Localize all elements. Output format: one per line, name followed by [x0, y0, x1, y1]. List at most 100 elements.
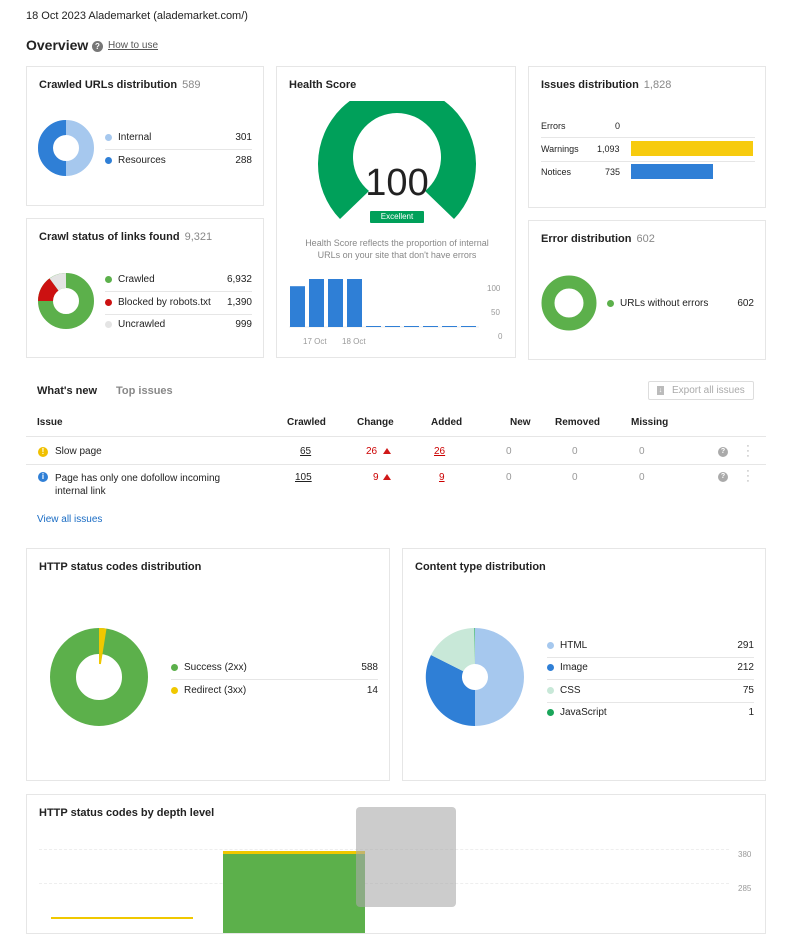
health-history-bar[interactable] [423, 326, 438, 327]
health-history-bar[interactable] [328, 279, 343, 327]
col-missing[interactable]: Missing [631, 417, 669, 428]
content-type-pie [425, 627, 524, 727]
col-removed[interactable]: Removed [555, 417, 601, 428]
health-score-value: 100 [365, 162, 429, 204]
missing-value: 0 [639, 446, 645, 457]
view-all-issues-link[interactable]: View all issues [37, 514, 103, 525]
legend-css: CSS 75 [547, 685, 754, 696]
health-history-bar[interactable] [404, 326, 419, 327]
success-dot [171, 664, 178, 671]
urls-without-errors-dot [607, 300, 614, 307]
crawl-status-card: Crawl status of links found 9,321 Crawled… [26, 218, 264, 358]
removed-value: 0 [572, 446, 578, 457]
added-link[interactable]: 26 [434, 446, 446, 457]
added-link[interactable]: 9 [439, 472, 445, 483]
depth-ytick-285: 285 [738, 884, 752, 893]
help-icon[interactable]: ? [718, 472, 728, 482]
change-value: 9 [373, 472, 379, 483]
errors-value: 0 [615, 121, 621, 131]
depth-bar-success [223, 854, 365, 933]
crawled-link[interactable]: 105 [295, 472, 312, 483]
scroll-overlay-handle[interactable] [356, 807, 456, 907]
issue-one-dofollow-link[interactable]: Page has only one dofollow incoming inter… [55, 473, 221, 497]
internal-dot [105, 134, 112, 141]
legend-urls-without-errors: URLs without errors 602 [607, 298, 754, 309]
legend-javascript: JavaScript 1 [547, 707, 754, 718]
notices-bar [631, 164, 713, 179]
css-dot [547, 687, 554, 694]
depth-level-card: HTTP status codes by depth level 380 285 [26, 794, 766, 934]
image-dot [547, 664, 554, 671]
tab-top-issues[interactable]: Top issues [116, 385, 173, 397]
legend-image: Image 212 [547, 662, 754, 673]
legend-html: HTML 291 [547, 640, 754, 651]
issue-slow-page[interactable]: Slow page [55, 446, 102, 457]
new-value: 0 [506, 472, 512, 483]
col-change[interactable]: Change [357, 417, 394, 428]
legend-resources: Resources 288 [105, 155, 252, 166]
legend-redirect-3xx: Redirect (3xx) 14 [171, 685, 378, 696]
health-ytick-100: 100 [487, 284, 501, 293]
crawl-status-donut [38, 273, 94, 329]
uncrawled-dot [105, 321, 112, 328]
error-distribution-card: Error distribution 602 URLs without error… [528, 220, 766, 360]
health-score-badge: Excellent [370, 211, 424, 223]
javascript-dot [547, 709, 554, 716]
increase-arrow-icon [383, 474, 391, 480]
tab-whats-new[interactable]: What's new [37, 385, 98, 397]
warnings-value: 1,093 [597, 144, 620, 154]
col-new[interactable]: New [510, 417, 531, 428]
export-all-issues-button[interactable]: ↓ Export all issues [648, 381, 754, 400]
download-icon: ↓ [657, 386, 664, 395]
col-issue: Issue [37, 417, 63, 428]
health-history-bar[interactable] [290, 286, 305, 327]
depth-bar-redirect [223, 851, 365, 854]
site-date-header: 18 Oct 2023 Alademarket (alademarket.com… [26, 10, 248, 22]
redirect-dot [171, 687, 178, 694]
health-score-card: Health Score 100 Excellent Health Score … [276, 66, 516, 358]
blocked-dot [105, 299, 112, 306]
help-icon[interactable]: ? [718, 447, 728, 457]
col-added[interactable]: Added [431, 417, 463, 428]
health-history-bar[interactable] [309, 279, 324, 327]
content-type-title: Content type distribution [415, 561, 546, 573]
health-history-bar[interactable] [461, 326, 476, 327]
health-xlabel-17oct: 17 Oct [303, 337, 327, 346]
page-title: Overview [26, 37, 89, 53]
crawled-urls-card: Crawled URLs distribution 589 Internal 301… [26, 66, 264, 206]
html-dot [547, 642, 554, 649]
health-score-title: Health Score [289, 79, 357, 91]
legend-internal: Internal 301 [105, 132, 252, 143]
error-distribution-donut [541, 275, 597, 331]
notices-value: 735 [605, 167, 621, 177]
missing-value: 0 [639, 472, 645, 483]
help-icon[interactable]: ? [92, 41, 103, 52]
health-history-bar[interactable] [385, 326, 400, 327]
removed-value: 0 [572, 472, 578, 483]
error-distribution-title: Error distribution 602 [541, 233, 655, 245]
health-history-bar[interactable] [366, 326, 381, 327]
crawled-urls-donut [38, 120, 94, 176]
col-crawled[interactable]: Crawled [287, 417, 326, 428]
http-status-card: HTTP status codes distribution Success (… [26, 548, 390, 781]
legend-crawled: Crawled 6,932 [105, 274, 252, 285]
increase-arrow-icon [383, 448, 391, 454]
health-score-gauge [318, 101, 476, 219]
depth-ytick-380: 380 [738, 850, 752, 859]
how-to-use-link[interactable]: How to use [108, 40, 159, 51]
errors-label: Errors [541, 121, 566, 131]
health-history-chart [289, 279, 479, 328]
more-options-icon[interactable]: · · · [746, 465, 750, 487]
http-status-pie [50, 628, 148, 726]
legend-uncrawled: Uncrawled 999 [105, 319, 252, 330]
legend-success-2xx: Success (2xx) 588 [171, 662, 378, 673]
crawl-status-title: Crawl status of links found 9,321 [39, 231, 213, 243]
health-history-bar[interactable] [347, 279, 362, 327]
crawled-link[interactable]: 65 [300, 446, 312, 457]
health-ytick-0: 0 [498, 332, 503, 341]
issues-distribution-card: Issues distribution 1,828 Errors 0 Warnin… [528, 66, 766, 208]
info-icon: i [38, 472, 48, 482]
more-options-icon[interactable]: · · · [746, 440, 750, 462]
health-history-bar[interactable] [442, 326, 457, 327]
new-value: 0 [506, 446, 512, 457]
